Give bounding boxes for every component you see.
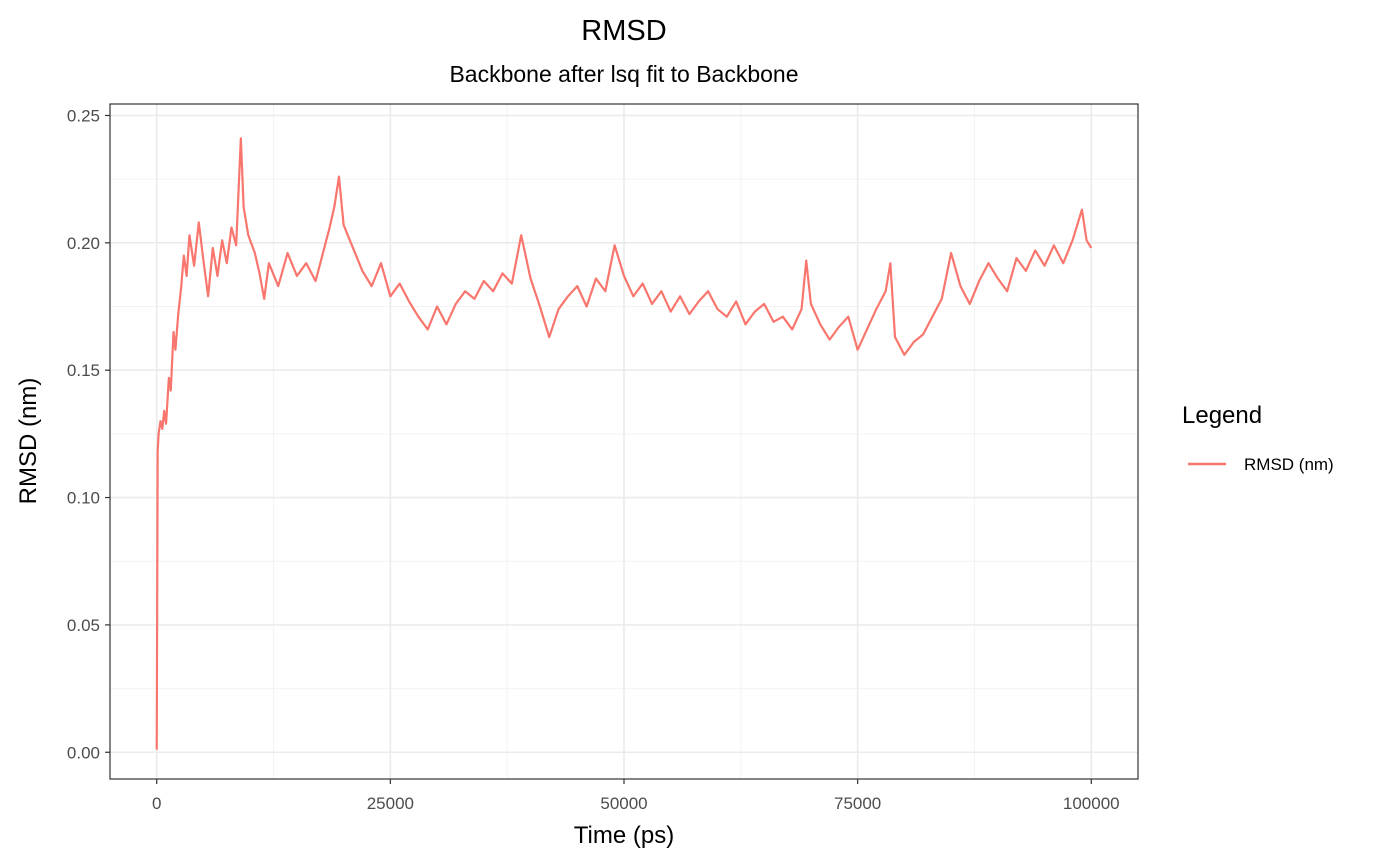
y-tick-label: 0.05 [67,616,100,635]
series-line-rmsd [155,137,1093,750]
y-tick-label: 0.00 [67,743,100,762]
chart-subtitle: Backbone after lsq fit to Backbone [449,61,798,87]
x-tick-label: 75000 [834,794,881,813]
x-tick-label: 50000 [600,794,647,813]
series-group [155,137,1093,750]
y-tick-label: 0.10 [67,489,100,508]
legend-label-rmsd: RMSD (nm) [1244,455,1334,474]
x-axis: 0 25000 50000 75000 100000 [152,779,1120,813]
y-tick-label: 0.25 [67,106,100,125]
y-axis: 0.00 0.05 0.10 0.15 0.20 0.25 [67,106,110,762]
x-tick-label: 25000 [367,794,414,813]
x-tick-label: 0 [152,794,161,813]
x-axis-title: Time (ps) [574,822,674,849]
y-tick-label: 0.20 [67,234,100,253]
y-tick-label: 0.15 [67,361,100,380]
chart-title: RMSD [581,15,666,47]
legend-title: Legend [1182,402,1262,429]
x-tick-label: 100000 [1063,794,1120,813]
y-axis-title: RMSD (nm) [15,378,42,505]
grid-lines [110,104,1138,779]
legend: Legend RMSD (nm) [1182,402,1334,474]
